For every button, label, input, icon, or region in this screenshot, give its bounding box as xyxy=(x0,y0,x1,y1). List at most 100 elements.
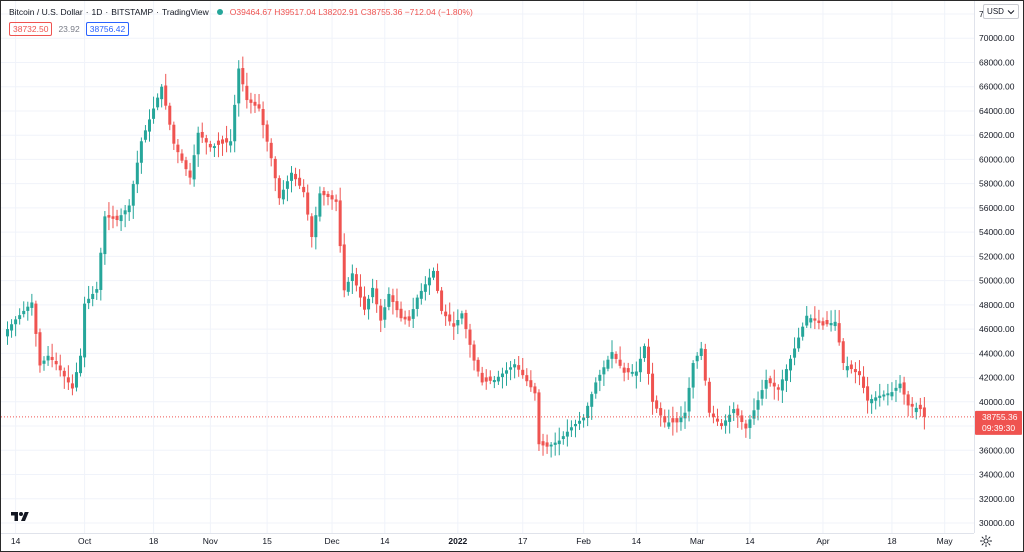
candle xyxy=(659,402,663,427)
time-axis[interactable]: 14 Oct 18 Nov 15 Dec 14 2022 17 Feb 14 Mar 14 Apr 18 Ma… xyxy=(11,536,954,546)
candle-body xyxy=(744,423,748,429)
candle-body xyxy=(383,307,387,320)
candle xyxy=(58,354,62,377)
candle-body xyxy=(46,355,50,361)
candle-body xyxy=(642,346,646,359)
candle-body xyxy=(890,392,894,397)
price-tick-label: 32000.00 xyxy=(979,494,1015,504)
candle xyxy=(74,362,78,392)
candle xyxy=(419,283,423,305)
candle xyxy=(517,355,521,377)
grid-lines xyxy=(1,1,974,533)
candle xyxy=(886,383,890,406)
candle xyxy=(310,213,314,248)
time-tick-label: 14 xyxy=(380,536,390,546)
last-price-label: 38755.36 09:39:30 xyxy=(975,410,1022,435)
candle xyxy=(176,139,180,164)
candle-body xyxy=(496,376,500,382)
candle-body xyxy=(614,353,618,359)
tradingview-logo-icon[interactable] xyxy=(11,510,29,524)
candle-body xyxy=(99,252,103,290)
candle-body xyxy=(192,155,196,180)
candle xyxy=(809,314,813,329)
candle-body xyxy=(322,190,326,196)
candle-body xyxy=(204,138,208,143)
candle xyxy=(233,94,237,153)
candle xyxy=(825,311,829,327)
candle-body xyxy=(115,215,119,221)
candle-body xyxy=(537,392,541,445)
candle xyxy=(776,384,780,401)
candle-body xyxy=(342,244,346,291)
candle-body xyxy=(906,394,910,406)
candle xyxy=(878,383,882,407)
candle xyxy=(119,208,123,231)
candle-body xyxy=(196,132,200,155)
candle xyxy=(476,357,480,377)
candle xyxy=(922,397,926,430)
time-tick-label: May xyxy=(937,536,954,546)
candle xyxy=(62,367,66,389)
candle xyxy=(671,406,675,436)
sell-price-button[interactable]: 38732.50 xyxy=(9,22,53,36)
price-tick-label: 60000.00 xyxy=(979,154,1015,164)
candle-body xyxy=(671,418,675,423)
time-tick-label: Dec xyxy=(324,536,340,546)
chevron-down-icon xyxy=(1007,9,1015,14)
candle-body xyxy=(395,301,399,311)
candle xyxy=(427,268,431,295)
candle xyxy=(813,306,817,330)
candle-body xyxy=(107,215,111,218)
candle xyxy=(618,346,622,369)
candle-body xyxy=(776,387,780,390)
candle xyxy=(634,361,638,389)
time-tick-label: 14 xyxy=(11,536,21,546)
candle xyxy=(196,126,200,167)
candle xyxy=(395,288,399,318)
candle xyxy=(663,409,667,428)
candle xyxy=(261,101,265,139)
candle xyxy=(265,120,269,152)
candle xyxy=(679,406,683,431)
candle-body xyxy=(784,369,788,381)
candle xyxy=(436,263,440,294)
candle-body xyxy=(135,162,139,185)
candle xyxy=(740,410,744,430)
candle-body xyxy=(371,287,375,298)
candle xyxy=(614,351,618,364)
candle-body xyxy=(756,400,760,410)
candle xyxy=(821,317,825,330)
candle xyxy=(314,206,318,250)
candle xyxy=(30,293,34,316)
gear-icon[interactable] xyxy=(979,534,993,548)
buy-price-button[interactable]: 38756.42 xyxy=(85,22,130,36)
candle-body xyxy=(679,417,683,423)
candle xyxy=(525,368,529,387)
candle-body xyxy=(200,131,204,138)
candle-body xyxy=(748,419,752,428)
candle xyxy=(675,411,679,433)
candle xyxy=(890,382,894,401)
candle-body xyxy=(281,189,285,200)
candle xyxy=(529,370,533,392)
time-tick-label: Feb xyxy=(576,536,591,546)
candle-body xyxy=(521,369,525,376)
symbol-name[interactable]: Bitcoin / U.S. Dollar xyxy=(9,7,83,17)
price-tick-label: 42000.00 xyxy=(979,373,1015,383)
bar-countdown: 09:39:30 xyxy=(982,423,1015,433)
candle xyxy=(273,156,277,192)
candle-body xyxy=(79,355,83,374)
time-tick-label: Nov xyxy=(203,536,219,546)
currency-selector[interactable]: USD xyxy=(983,4,1019,19)
interval-label[interactable]: 1D xyxy=(91,7,103,17)
candle-body xyxy=(111,216,115,219)
candle xyxy=(456,309,460,335)
price-axis[interactable]: 30000.0032000.0034000.0036000.0038000.00… xyxy=(979,9,1015,528)
candle xyxy=(695,352,699,369)
candle-body xyxy=(358,286,362,298)
candle xyxy=(772,369,776,400)
time-tick-label: 18 xyxy=(887,536,897,546)
candle xyxy=(322,187,326,206)
